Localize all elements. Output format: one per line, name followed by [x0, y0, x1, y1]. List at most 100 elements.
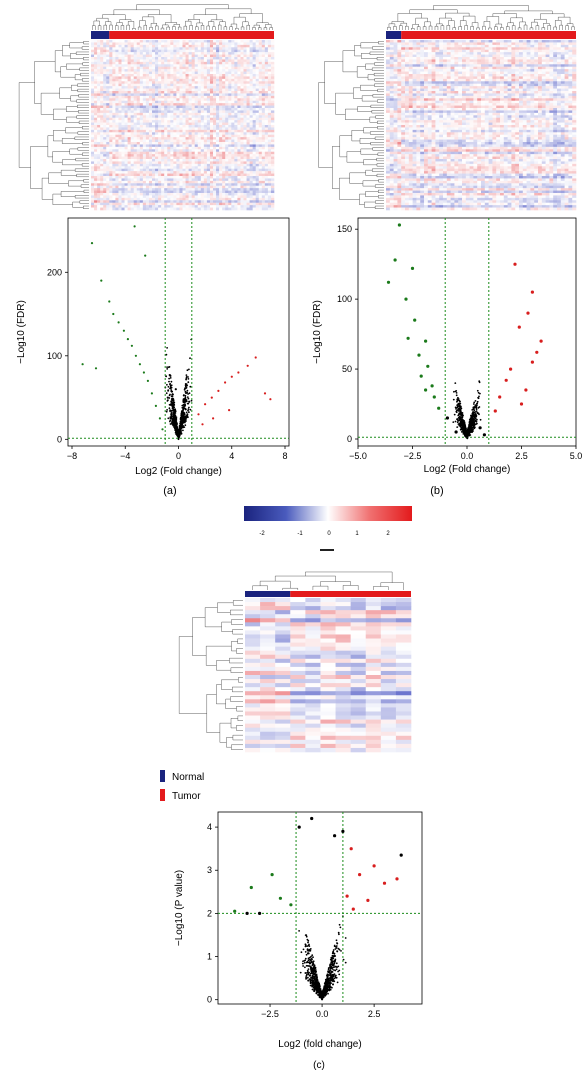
heatmap-cell [103, 173, 107, 177]
heatmap-cell [173, 57, 177, 60]
heatmap-cell [94, 69, 98, 72]
heatmap-cell [194, 105, 199, 109]
heatmap-cell [234, 171, 238, 174]
heatmap-cell [142, 166, 147, 170]
heatmap-cell [127, 108, 131, 111]
heatmap-cell [484, 49, 489, 53]
heatmap-cell [155, 71, 159, 75]
heatmap-cell [412, 71, 417, 75]
heatmap-cell [270, 190, 275, 194]
heatmap-cell [522, 52, 527, 55]
heatmap-cell [179, 40, 183, 43]
heatmap-cell [191, 142, 195, 145]
heatmap-cell [507, 64, 512, 68]
heatmap-cell [270, 105, 275, 109]
heatmap-cell [416, 49, 421, 53]
heatmap-cell [188, 47, 192, 51]
heatmap-cell [176, 139, 180, 143]
heatmap-cell [225, 156, 229, 160]
heatmap-cell [222, 139, 226, 143]
heatmap-cell [136, 81, 141, 85]
heatmap-cell [258, 146, 263, 150]
heatmap-cell [439, 54, 444, 58]
dendrogram-branch [188, 19, 200, 23]
heatmap-cell [142, 120, 147, 123]
heatmap-cell [557, 40, 562, 43]
heatmap-cell [91, 197, 95, 201]
heatmap-cell [255, 163, 260, 167]
heatmap-cell [112, 122, 116, 126]
heatmap-cell [237, 156, 241, 160]
heatmap-cell [270, 132, 275, 136]
heatmap-cell [216, 159, 220, 162]
heatmap-cell [216, 78, 220, 82]
heatmap-cell [121, 197, 125, 201]
heatmap-cell [234, 120, 238, 123]
heatmap-cell [200, 74, 205, 77]
heatmap-cell [94, 149, 98, 153]
heatmap-cell [167, 176, 171, 179]
heatmap-cell [264, 149, 269, 153]
heatmap-cell [133, 74, 138, 77]
heatmap-cell [209, 88, 214, 92]
heatmap-cell [167, 161, 171, 165]
heatmap-cell [145, 93, 150, 97]
heatmap-cell [173, 132, 177, 136]
heatmap-cell [500, 64, 505, 68]
heatmap-cell [106, 139, 110, 143]
heatmap-cell [222, 88, 226, 92]
heatmap-cell [216, 139, 220, 143]
heatmap-cell [261, 132, 266, 136]
heatmap-cell [188, 88, 192, 92]
heatmap-cell [243, 125, 247, 128]
heatmap-cell [191, 176, 195, 179]
heatmap-cell [112, 112, 116, 116]
heatmap-cell [197, 66, 202, 70]
heatmap-cell [97, 129, 101, 133]
dendrogram-branch [74, 168, 89, 172]
heatmap-cell [515, 66, 520, 70]
heatmap-cell [209, 139, 214, 143]
heatmap-cell [240, 91, 244, 94]
heatmap-cell [416, 44, 421, 48]
dendrogram-branch [82, 142, 89, 146]
heatmap-cell [209, 193, 214, 196]
heatmap-cell [216, 115, 220, 119]
heatmap-cell [176, 95, 180, 99]
heatmap-cell [538, 47, 543, 51]
heatmap-cell [173, 207, 177, 211]
heatmap-cell [158, 112, 162, 116]
heatmap-cell [188, 86, 192, 89]
heatmap-cell [164, 197, 168, 201]
heatmap-cell [416, 64, 421, 68]
heatmap-cell [97, 120, 101, 123]
heatmap-cell [103, 176, 107, 179]
heatmap-cell [142, 188, 147, 191]
heatmap-cell [222, 64, 226, 68]
heatmap-cell [185, 44, 189, 48]
heatmap-cell [103, 202, 107, 206]
heatmap-cell [127, 163, 131, 167]
heatmap-cell [94, 156, 98, 160]
heatmap-cell [94, 88, 98, 92]
heatmap-cell [246, 193, 250, 196]
heatmap-cell [136, 78, 141, 82]
heatmap-cell [243, 112, 247, 116]
heatmap-cell [182, 146, 186, 150]
heatmap-cell [219, 40, 223, 43]
heatmap-cell [255, 74, 260, 77]
heatmap-cell [145, 100, 150, 104]
heatmap-cell [115, 120, 119, 123]
heatmap-cell [155, 173, 159, 177]
heatmap-cell [161, 144, 165, 148]
heatmap-cell [188, 185, 192, 189]
heatmap-cell [112, 129, 116, 133]
heatmap-cell [167, 197, 171, 201]
heatmap-cell [231, 200, 235, 204]
heatmap-cell [179, 127, 183, 131]
heatmap-cell [267, 44, 272, 48]
heatmap-cell [252, 154, 256, 157]
heatmap-cell [568, 59, 573, 63]
heatmap-cell [206, 88, 211, 92]
heatmap-cell [94, 76, 98, 80]
